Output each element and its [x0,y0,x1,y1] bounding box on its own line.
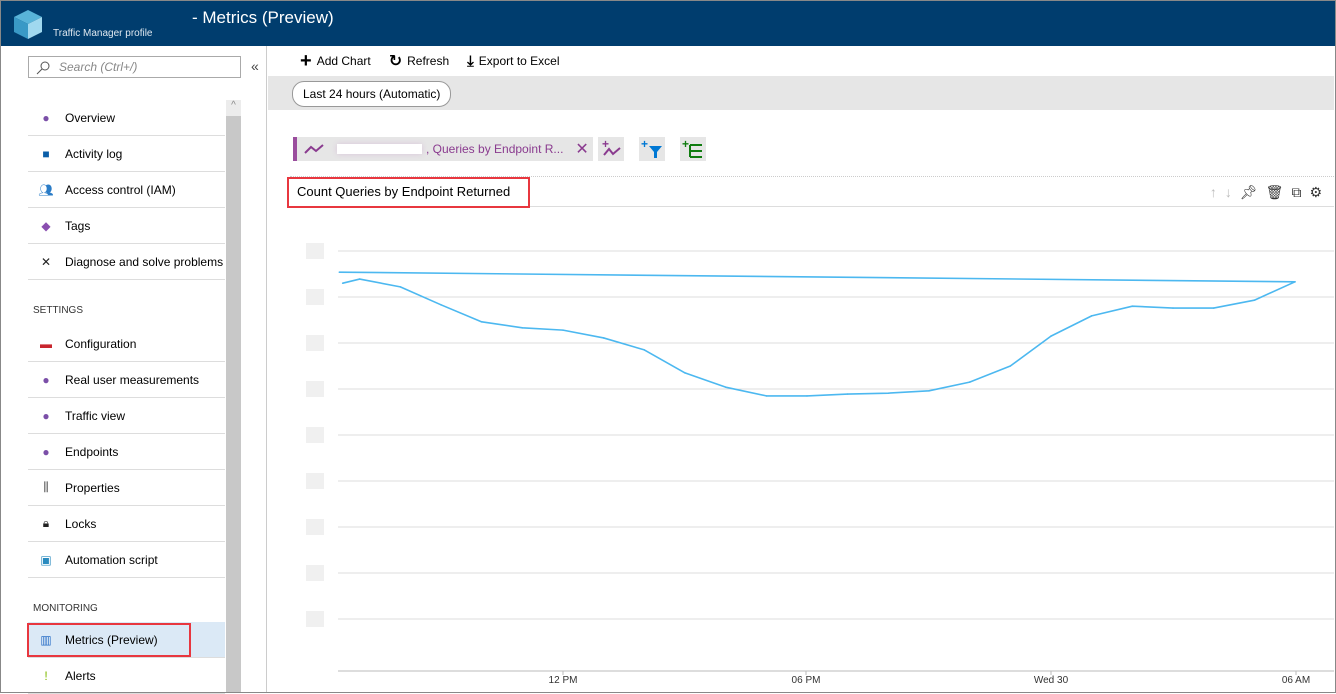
add-filter-button[interactable]: + [639,137,665,161]
toolbox-icon: ▬ [40,336,52,351]
svg-text:+: + [641,139,648,151]
users-icon: 👥︎ [38,182,54,197]
properties-icon: ⫼ [43,480,49,494]
sidebar-item-label: Real user measurements [65,372,200,387]
sidebar-item-diagnose-and-solve-problems[interactable]: ✕ Diagnose and solve problems [28,244,225,280]
sidebar-item-label: Metrics (Preview) [65,632,158,647]
chart-icon: ▥ [40,632,52,647]
globe-icon: ● [42,444,50,459]
sidebar-item-label: Overview [65,110,116,125]
sidebar-item-alerts[interactable]: ! Alerts [28,658,225,694]
time-range-bar: Last 24 hours (Automatic) [268,76,1334,110]
sidebar-item-label: Traffic view [65,408,126,423]
download-icon: ⤓ [467,52,474,70]
section-settings: SETTINGS [33,305,84,316]
sidebar: Search (Ctrl+/) « ^ ● Overview ■ Activity l… [0,46,267,694]
header-bar: - Metrics (Preview) Traffic Manager prof… [0,0,1336,46]
sidebar-item-tags[interactable]: ◆ Tags [28,208,225,244]
plus-icon: + [300,49,312,72]
chart-actions: ↑ ↓ 📌︎ 🗑︎ ⧉ ⚙ [1210,184,1322,201]
add-filter-icon: + [641,139,662,158]
sidebar-item-properties[interactable]: ⫼ Properties [28,470,225,506]
traffic-manager-cube-icon [14,10,42,39]
delete-icon[interactable]: 🗑︎ [1265,184,1284,200]
globe-icon: ● [42,110,50,125]
section-monitoring: MONITORING [33,603,98,614]
lock-icon: 🔒︎ [42,516,50,530]
sidebar-item-label: Configuration [65,336,137,351]
collapse-sidebar-button[interactable]: « [251,58,259,74]
tag-icon: ◆ [41,218,51,233]
sidebar-item-label: Access control (IAM) [65,182,176,197]
sidebar-item-label: Activity log [65,146,123,161]
sidebar-item-label: Alerts [65,668,96,683]
resource-type: Traffic Manager profile [53,28,153,39]
apply-splitting-button[interactable]: + [680,137,706,161]
sidebar-item-activity-log[interactable]: ■ Activity log [28,136,225,172]
wrench-icon: ✕ [40,254,52,269]
add-chart-button[interactable]: + Add Chart [300,49,371,72]
metric-chip[interactable]: , Queries by Endpoint R... ✕ [293,137,593,161]
title-highlight [287,177,530,208]
svg-text:+: + [682,139,689,151]
sidebar-item-endpoints[interactable]: ● Endpoints [28,434,225,470]
search-placeholder: Search (Ctrl+/) [59,60,138,74]
sidebar-item-label: Diagnose and solve problems [65,254,224,269]
move-up-icon[interactable]: ↑ [1209,184,1217,200]
sidebar-scrollbar[interactable]: ^ [226,100,241,693]
sidebar-item-overview[interactable]: ● Overview [28,100,225,136]
sidebar-item-access-control-iam[interactable]: 👥︎ Access control (IAM) [28,172,225,208]
sidebar-item-locks[interactable]: 🔒︎ Locks [28,506,225,542]
log-icon: ■ [42,146,50,161]
refresh-icon: ↻ [388,53,403,70]
move-down-icon[interactable]: ↓ [1224,184,1232,200]
sidebar-item-label: Tags [65,218,91,233]
script-icon: ▣ [40,552,52,567]
remove-metric-icon[interactable]: ✕ [575,141,589,158]
sidebar-item-label: Locks [65,516,97,531]
pin-icon[interactable]: 📌︎ [1239,184,1258,200]
sidebar-item-automation-script[interactable]: ▣ Automation script [28,542,225,578]
main-panel: + Add Chart ↻ Refresh ⤓ Export to Excel Las… [268,46,1334,692]
copy-icon[interactable]: ⧉ [1291,184,1302,200]
divider [290,206,1334,207]
divider [290,176,1334,177]
add-metric-button[interactable]: + [598,137,624,161]
redacted-resource-name [337,144,422,154]
sidebar-item-real-user-measurements[interactable]: ● Real user measurements [28,362,225,398]
svg-text:+: + [602,139,609,151]
time-range-button[interactable]: Last 24 hours (Automatic) [292,81,452,107]
sidebar-item-metrics-preview[interactable]: ▥ Metrics (Preview) [28,622,225,658]
add-metric-icon: + [602,139,621,156]
sidebar-item-label: Properties [65,480,120,495]
search-input[interactable]: Search (Ctrl+/) [28,56,241,78]
line-chart-icon [304,144,324,154]
scroll-up-icon[interactable]: ^ [226,100,241,116]
settings-gear-icon[interactable]: ⚙ [1309,184,1322,200]
metric-label: , Queries by Endpoint R... [426,142,564,156]
sidebar-item-label: Automation script [65,552,158,567]
globe-icon: ● [42,372,50,387]
toolbar: + Add Chart ↻ Refresh ⤓ Export to Excel [268,46,1334,76]
refresh-button[interactable]: ↻ Refresh [388,53,450,70]
page-title: - Metrics (Preview) [192,8,334,27]
sidebar-item-configuration[interactable]: ▬ Configuration [28,326,225,362]
export-button[interactable]: ⤓ Export to Excel [467,52,560,70]
globe-icon: ● [42,408,50,423]
sidebar-item-traffic-view[interactable]: ● Traffic view [28,398,225,434]
chart-title: Count Queries by Endpoint Returned [297,184,511,199]
menu-highlight [27,623,191,657]
sidebar-item-label: Endpoints [65,444,119,459]
alert-icon: ! [44,668,48,683]
split-icon: + [682,139,702,158]
search-icon [36,61,50,75]
